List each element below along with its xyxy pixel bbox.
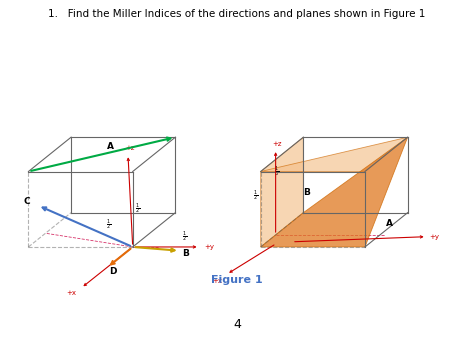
Text: B: B [182, 249, 189, 258]
Text: +y: +y [429, 234, 439, 240]
Polygon shape [261, 137, 408, 172]
Text: +z: +z [272, 142, 282, 147]
Text: C: C [24, 197, 30, 206]
Text: $\frac{1}{2}$: $\frac{1}{2}$ [106, 217, 111, 232]
Text: +x: +x [212, 278, 222, 284]
Text: $\frac{1}{2}$: $\frac{1}{2}$ [182, 229, 187, 244]
Text: 4: 4 [233, 318, 241, 331]
Text: A: A [107, 142, 114, 151]
Text: +y: +y [204, 244, 214, 250]
Text: Figure 1: Figure 1 [211, 274, 263, 285]
Text: 1.   Find the Miller Indices of the directions and planes shown in Figure 1: 1. Find the Miller Indices of the direct… [48, 9, 426, 19]
Text: +x: +x [66, 290, 76, 296]
Text: $\frac{1}{2}$: $\frac{1}{2}$ [253, 188, 257, 202]
Text: $\frac{1}{3}$: $\frac{1}{3}$ [274, 164, 280, 178]
Text: B: B [303, 188, 310, 197]
Polygon shape [261, 137, 408, 247]
Text: $\frac{1}{2}$: $\frac{1}{2}$ [135, 202, 140, 216]
Polygon shape [261, 137, 303, 247]
Text: D: D [109, 267, 117, 276]
Text: A: A [386, 219, 393, 228]
Text: +z: +z [126, 145, 135, 151]
